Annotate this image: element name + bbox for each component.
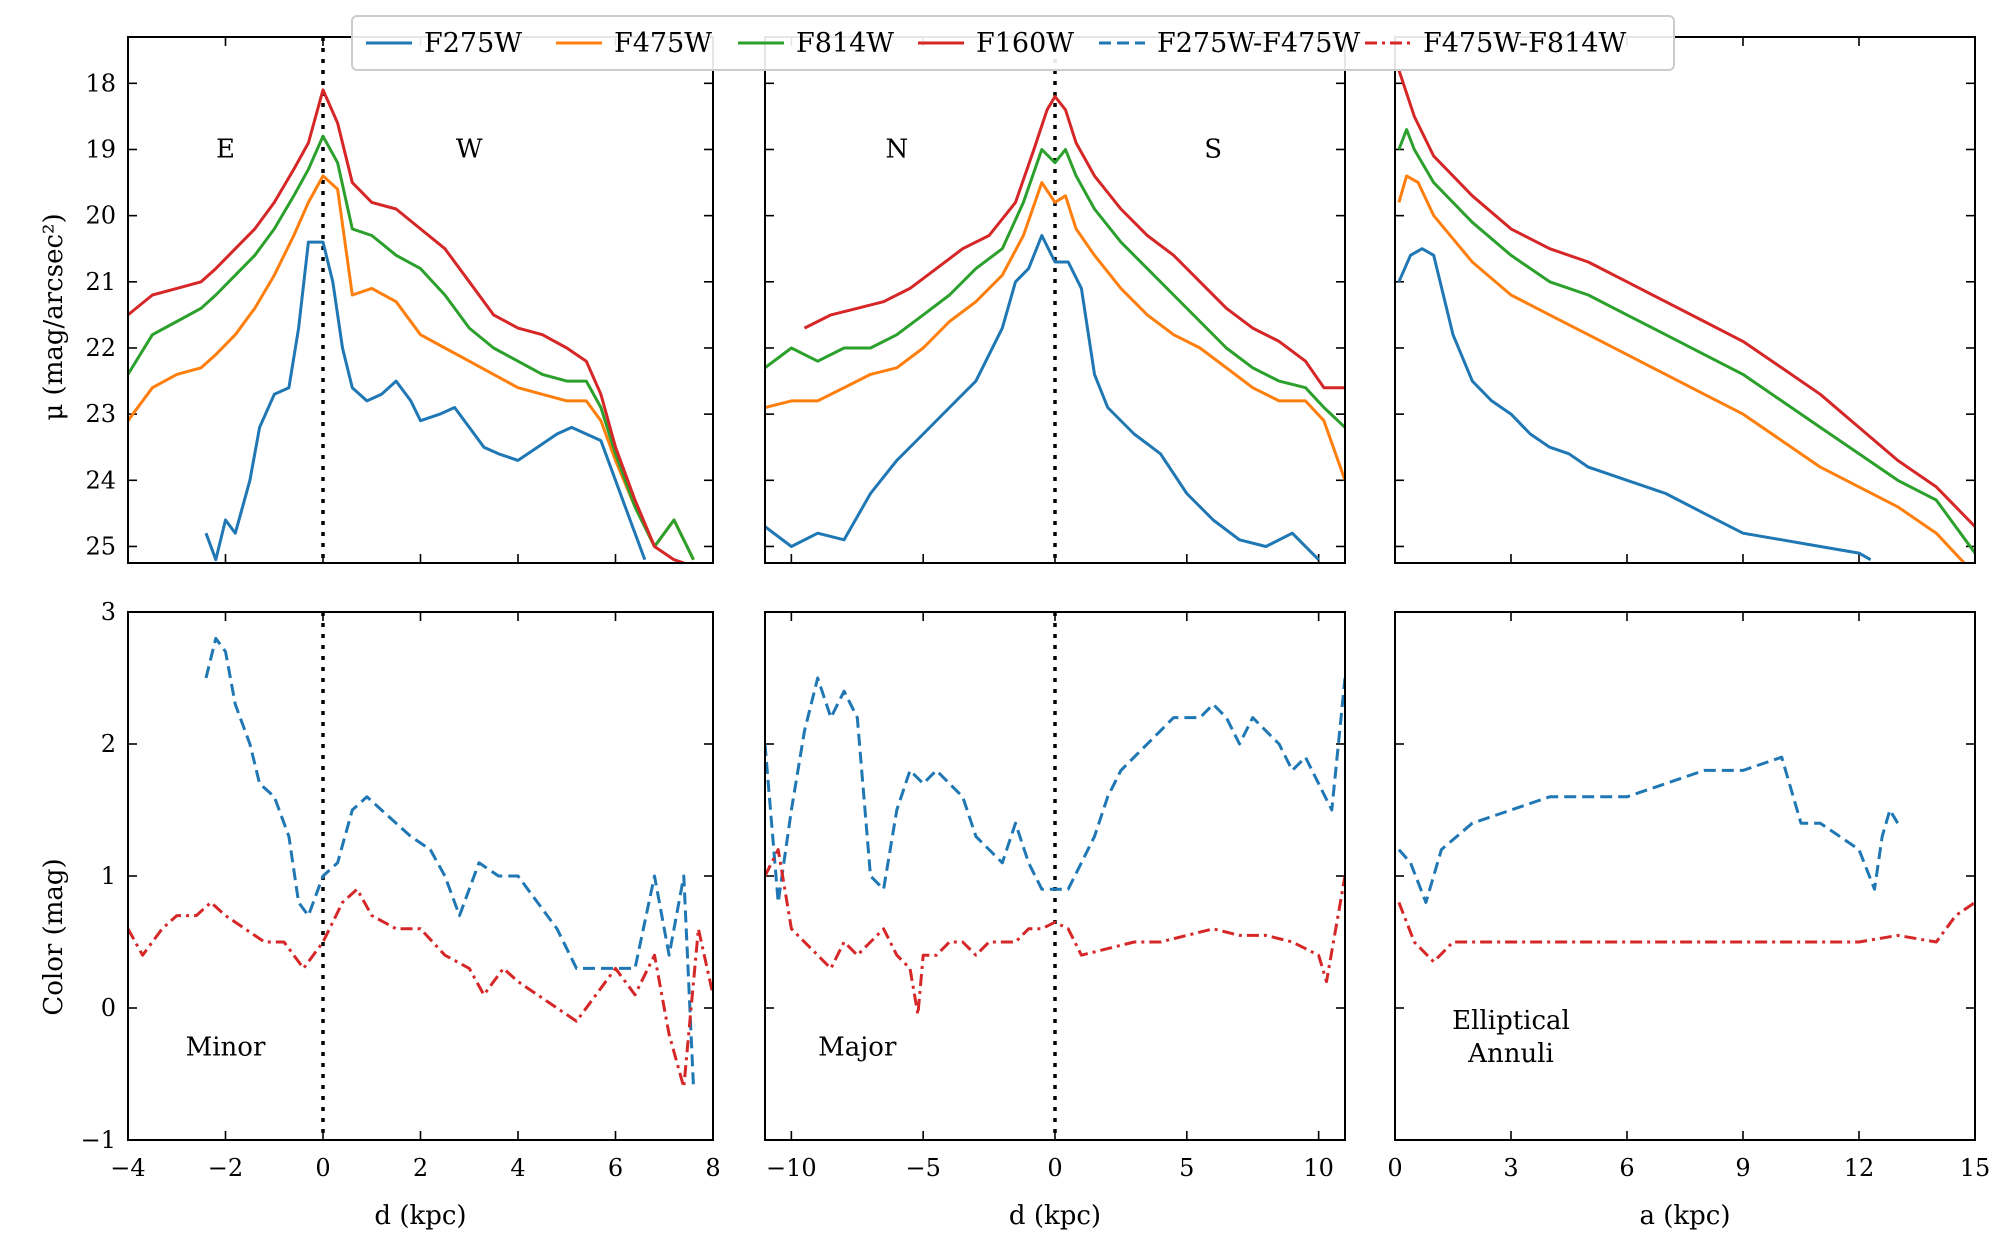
y-tick-label: −1 [81, 1126, 116, 1154]
x-tick-label: 8 [705, 1154, 720, 1182]
y-tick-label: 0 [101, 994, 116, 1022]
series-f160w-line [128, 88, 689, 563]
x-tick-label: 6 [608, 1154, 623, 1182]
series-f475w-f814w-line [128, 887, 713, 1089]
series-f275w-f475w-line [765, 676, 1345, 904]
x-tick-label: 0 [1387, 1154, 1402, 1182]
x-tick-label: 4 [510, 1154, 525, 1182]
series-f475w-line [765, 181, 1345, 481]
series-f814w-line [765, 148, 1345, 429]
panel-frame [127, 611, 714, 1141]
y-tick-label: 1 [101, 862, 116, 890]
y-tick-label: 23 [85, 400, 116, 428]
y-tick-label: 2 [101, 730, 116, 758]
series-f814w-line [128, 134, 695, 561]
annotation-annuli: Annuli [1467, 1039, 1554, 1069]
legend: F275W F475W F814W F160W F275W-F475W F475W-F81… [351, 15, 1675, 71]
legend-label: F275W-F475W [1157, 28, 1360, 59]
x-tick-label: 6 [1619, 1154, 1634, 1182]
series-f475w-f814w-line [1397, 901, 1975, 964]
y-tick-label: 22 [85, 334, 116, 362]
annotation-w: W [456, 134, 483, 164]
legend-box [351, 15, 1675, 71]
x-tick-label: 9 [1735, 1154, 1750, 1182]
series-f275w-f475w-line [204, 636, 695, 1088]
series-f275w-line [765, 234, 1320, 561]
x-tick-label: 3 [1503, 1154, 1518, 1182]
series-f160w-line [803, 95, 1345, 390]
x-tick-label: −5 [905, 1154, 940, 1182]
top-y-axis-label: μ (mag/arcsec²) [39, 213, 69, 420]
series-f160w-line [1397, 69, 1975, 528]
x-tick-label: −4 [110, 1154, 145, 1182]
x-tick-label: 12 [1844, 1154, 1875, 1182]
bottom-y-axis-label: Color (mag) [39, 858, 69, 1015]
series-f475w-line [1397, 174, 1967, 563]
y-tick-label: 20 [85, 202, 116, 230]
y-tick-label: 21 [85, 268, 116, 296]
x-axis-label: d (kpc) [1009, 1201, 1101, 1231]
annotation-e: E [216, 134, 235, 164]
x-axis-label: d (kpc) [374, 1201, 466, 1231]
panel-bottom-1: −4 −2 0 2 4 6 8 −1 0 1 2 3 Minor d (kpc) [81, 598, 721, 1231]
x-axis-label: a (kpc) [1639, 1201, 1730, 1231]
annotation-major: Major [818, 1033, 897, 1063]
panel-frame [1394, 611, 1976, 1141]
x-tick-label: 15 [1960, 1154, 1991, 1182]
panel-bottom-2: −10 −5 0 5 10 Major d (kpc) [764, 611, 1346, 1231]
panel-top-3 [1394, 36, 1976, 564]
x-tick-label: 0 [1047, 1154, 1062, 1182]
y-tick-label: 25 [85, 532, 116, 560]
legend-label: F475W-F814W [1423, 28, 1626, 59]
series-f814w-line [1397, 128, 1975, 554]
y-tick-label: 24 [85, 466, 116, 494]
series-f475w-line [128, 174, 695, 561]
panel-frame [1394, 36, 1976, 564]
x-tick-label: 10 [1303, 1154, 1334, 1182]
series-f275w-f475w-line [1397, 755, 1899, 904]
annotation-elliptical: Elliptical [1452, 1006, 1570, 1036]
annotation-n: N [885, 134, 908, 164]
legend-label: F475W [614, 28, 712, 59]
y-tick-label: 18 [85, 69, 116, 97]
annotation-s: S [1204, 134, 1222, 164]
series-f275w-line [204, 240, 647, 562]
y-tick-label: 3 [101, 598, 116, 626]
panel-frame [764, 611, 1346, 1141]
y-tick-label: 19 [85, 135, 116, 163]
x-tick-label: 0 [315, 1154, 330, 1182]
series-f275w-line [1397, 247, 1872, 562]
panel-top-1: 18 19 20 21 22 23 24 25 E W [85, 36, 714, 564]
y-axis-labels: μ (mag/arcsec²) Color (mag) [39, 213, 69, 1015]
x-tick-label: 5 [1179, 1154, 1194, 1182]
x-tick-label: 2 [413, 1154, 428, 1182]
legend-label: F160W [976, 28, 1074, 59]
x-tick-label: −2 [208, 1154, 243, 1182]
annotation-minor: Minor [186, 1033, 266, 1063]
legend-label: F814W [796, 28, 894, 59]
legend-label: F275W [424, 28, 522, 59]
x-tick-label: −10 [766, 1154, 817, 1182]
